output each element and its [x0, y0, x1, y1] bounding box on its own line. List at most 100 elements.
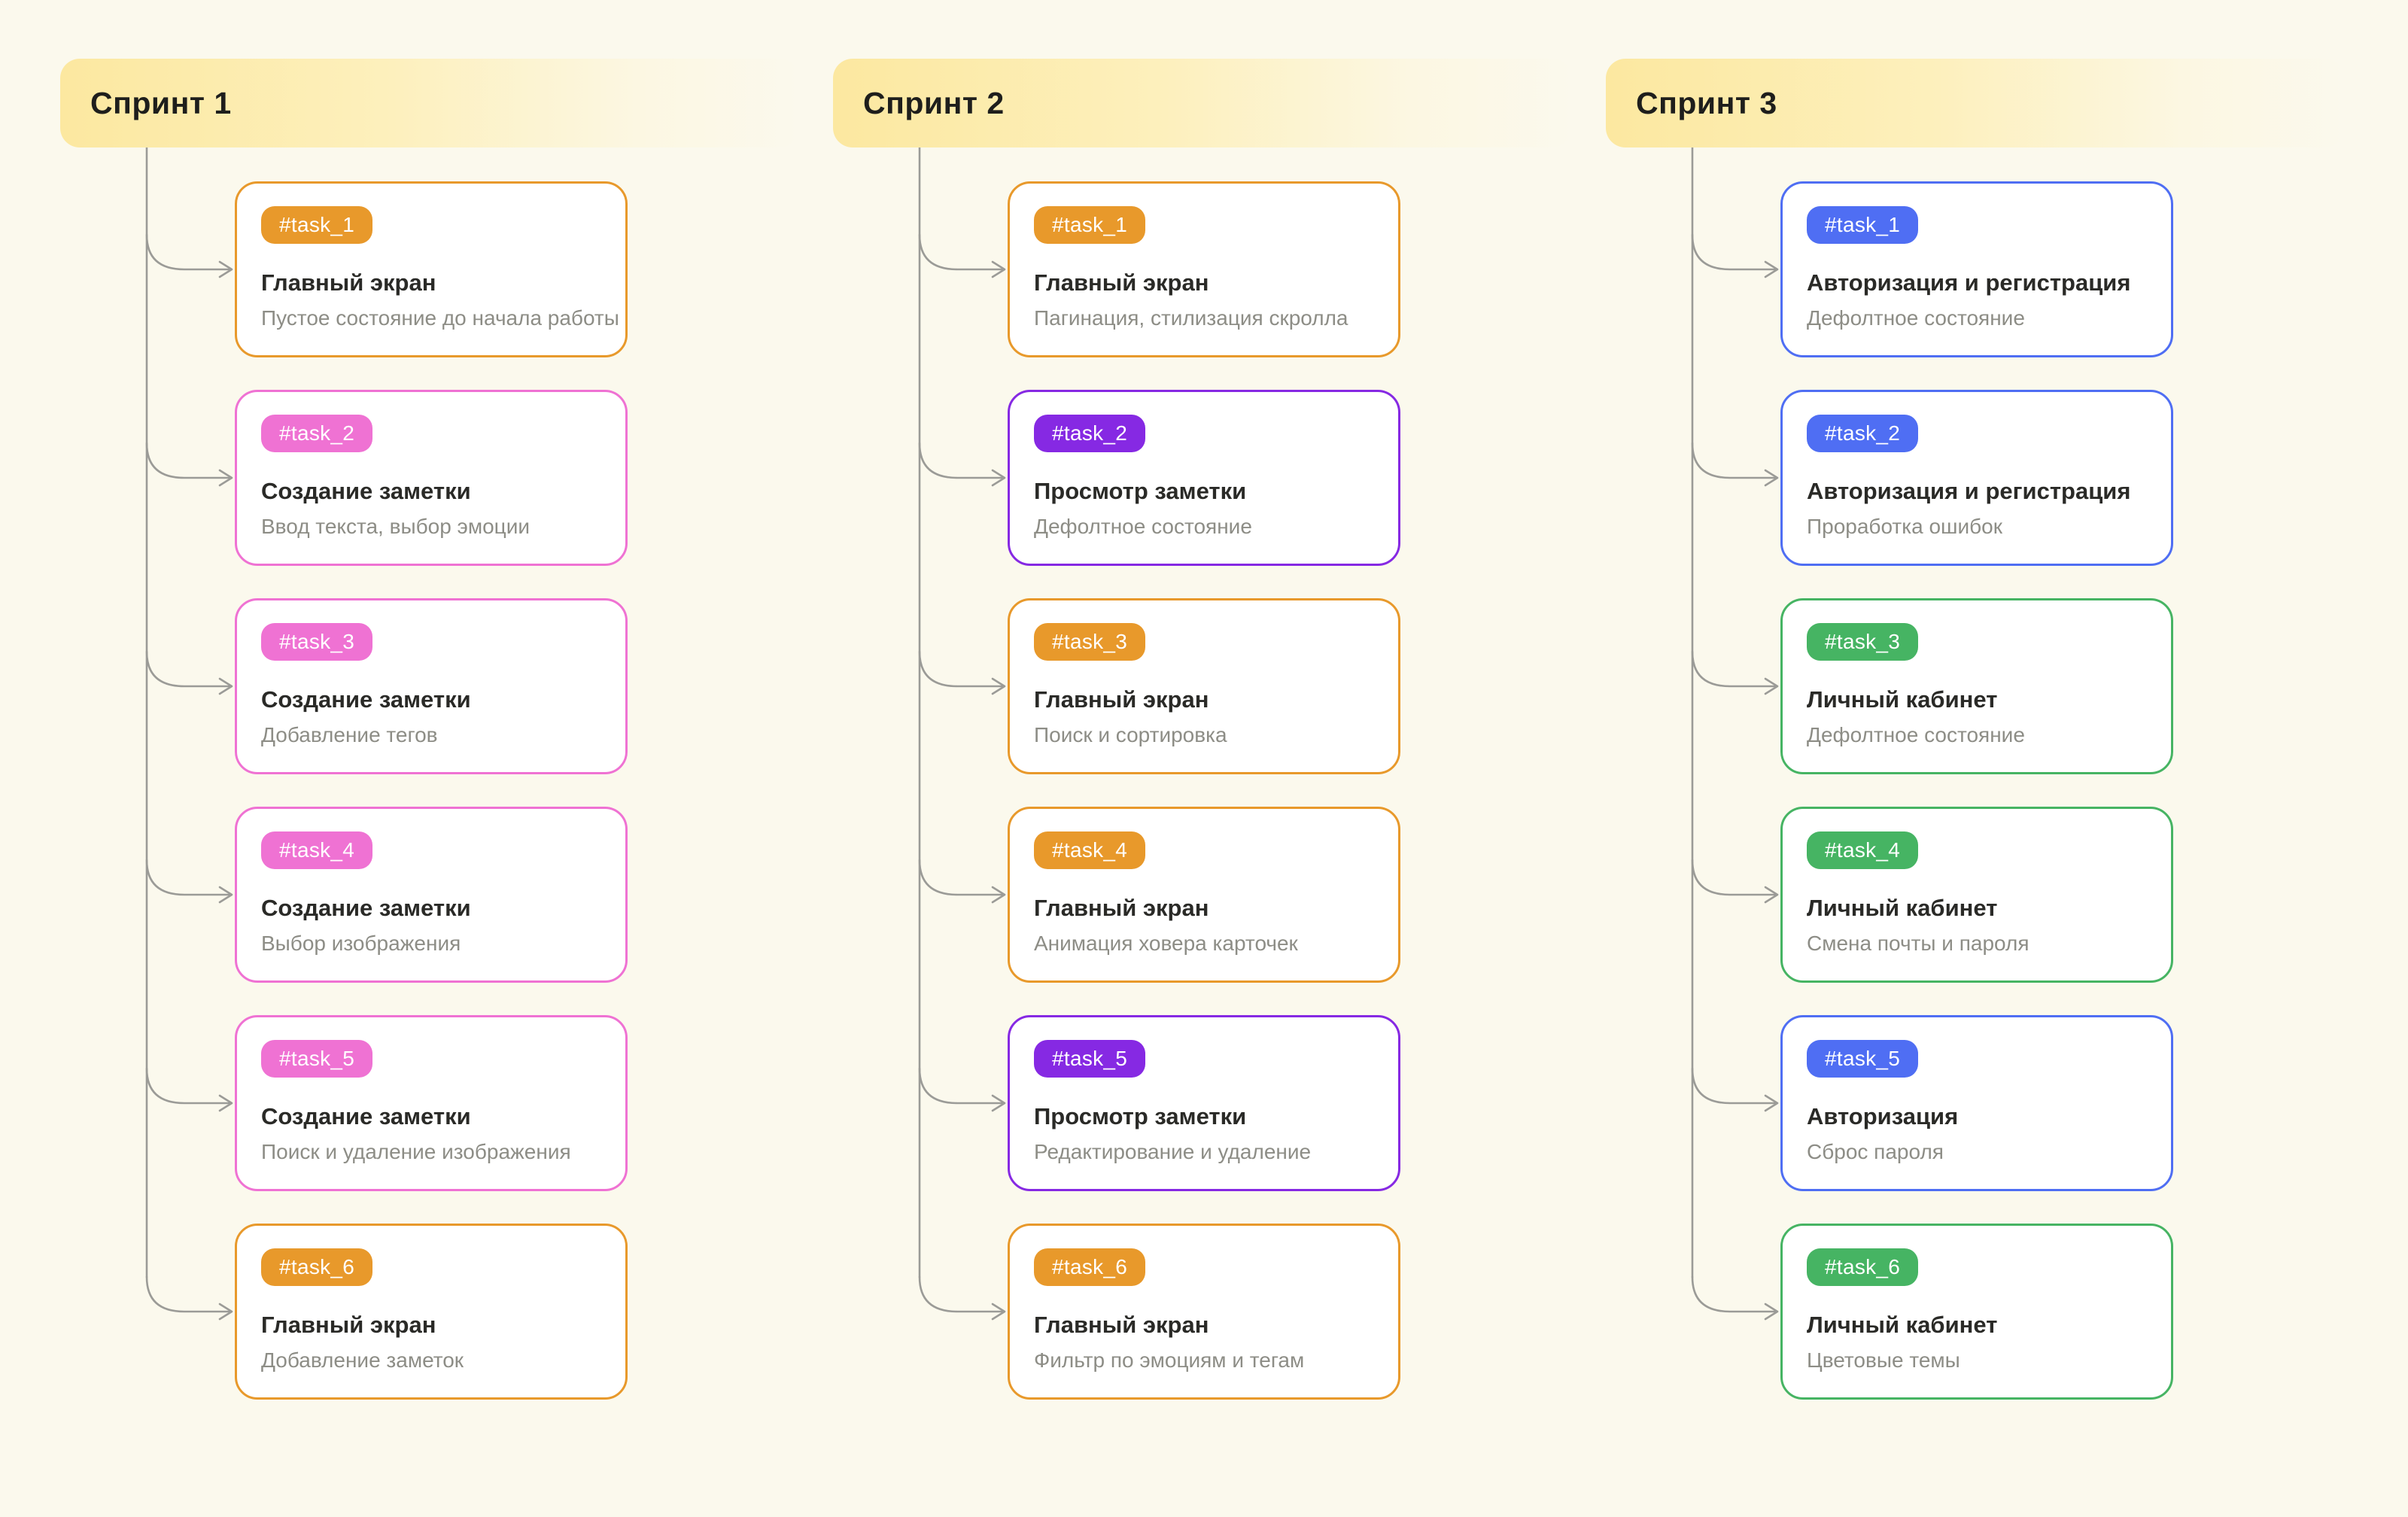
- connector-path: [218, 886, 233, 904]
- task-card[interactable]: #task_3 Главный экран Поиск и сортировка: [1008, 598, 1400, 774]
- task-card[interactable]: #task_6 Главный экран Фильтр по эмоциям …: [1008, 1224, 1400, 1400]
- task-card-title: Главный экран: [1034, 895, 1209, 922]
- connector-path: [145, 650, 232, 688]
- task-tag-badge: #task_6: [1034, 1248, 1146, 1287]
- task-card-title: Личный кабинет: [1807, 1312, 1998, 1339]
- task-card-title: Личный кабинет: [1807, 686, 1998, 713]
- sprint-title: Спринт 3: [1636, 85, 1777, 120]
- connector-path: [1691, 650, 1777, 688]
- connector-path: [1764, 886, 1779, 904]
- connector-path: [145, 1067, 232, 1105]
- connector-path: [918, 859, 1005, 896]
- sprint-title: Спринт 1: [90, 85, 232, 120]
- task-card-subtitle: Проработка ошибок: [1807, 515, 2002, 539]
- task-tag-badge: #task_4: [261, 831, 373, 870]
- task-card[interactable]: #task_5 Авторизация Сброс пароля: [1780, 1015, 2173, 1191]
- task-card-subtitle: Дефолтное состояние: [1034, 515, 1252, 539]
- task-card-subtitle: Анимация ховера карточек: [1034, 932, 1298, 956]
- task-card[interactable]: #task_2 Создание заметки Ввод текста, вы…: [235, 390, 628, 566]
- task-card-title: Авторизация и регистрация: [1807, 269, 2131, 296]
- task-tag-badge: #task_1: [1807, 206, 1919, 245]
- task-card-subtitle: Дефолтное состояние: [1807, 306, 2025, 330]
- task-tag-badge: #task_2: [1034, 415, 1146, 453]
- sprint-header[interactable]: Спринт 2: [833, 59, 1572, 147]
- sprint-header[interactable]: Спринт 3: [1606, 59, 2345, 147]
- task-tag-badge: #task_3: [261, 623, 373, 661]
- connector-path: [1764, 677, 1779, 695]
- task-tag-badge: #task_4: [1807, 831, 1919, 870]
- task-card[interactable]: #task_4 Создание заметки Выбор изображен…: [235, 807, 628, 983]
- connector-path: [1764, 260, 1779, 278]
- connector-path: [991, 1094, 1006, 1112]
- task-card-title: Авторизация: [1807, 1103, 1959, 1130]
- task-card-subtitle: Ввод текста, выбор эмоции: [261, 515, 530, 539]
- task-card-subtitle: Добавление тегов: [261, 723, 438, 747]
- task-card[interactable]: #task_2 Просмотр заметки Дефолтное состо…: [1008, 390, 1400, 566]
- sprint-header[interactable]: Спринт 1: [60, 59, 799, 147]
- connector-path: [991, 1303, 1006, 1321]
- task-card[interactable]: #task_4 Личный кабинет Смена почты и пар…: [1780, 807, 2173, 983]
- connector-path: [218, 677, 233, 695]
- task-card-title: Главный экран: [261, 1312, 436, 1339]
- task-card-subtitle: Выбор изображения: [261, 932, 461, 956]
- task-card-title: Авторизация и регистрация: [1807, 478, 2131, 505]
- task-card[interactable]: #task_4 Главный экран Анимация ховера ка…: [1008, 807, 1400, 983]
- task-card[interactable]: #task_6 Главный экран Добавление заметок: [235, 1224, 628, 1400]
- task-tag-badge: #task_5: [1807, 1040, 1919, 1078]
- connector-path: [1691, 233, 1777, 271]
- task-card[interactable]: #task_2 Авторизация и регистрация Прораб…: [1780, 390, 2173, 566]
- connector-path: [218, 260, 233, 278]
- connector-path: [145, 1275, 232, 1313]
- task-tag-badge: #task_5: [261, 1040, 373, 1078]
- connector-path: [145, 859, 232, 896]
- task-card-subtitle: Добавление заметок: [261, 1348, 464, 1373]
- task-tag-badge: #task_6: [261, 1248, 373, 1287]
- connector-path: [1691, 859, 1777, 896]
- task-card-title: Просмотр заметки: [1034, 478, 1247, 505]
- connector-path: [918, 650, 1005, 688]
- connector-path: [1691, 1275, 1777, 1313]
- connector-path: [1691, 442, 1777, 479]
- task-card-subtitle: Фильтр по эмоциям и тегам: [1034, 1348, 1305, 1373]
- task-card-subtitle: Цветовые темы: [1807, 1348, 1960, 1373]
- task-card[interactable]: #task_1 Главный экран Пустое состояние д…: [235, 181, 628, 357]
- task-tag-badge: #task_1: [1034, 206, 1146, 245]
- connector-path: [218, 1094, 233, 1112]
- task-tag-badge: #task_3: [1807, 623, 1919, 661]
- connector-path: [145, 233, 232, 271]
- sprint-title: Спринт 2: [863, 85, 1005, 120]
- task-tag-badge: #task_4: [1034, 831, 1146, 870]
- connector-path: [991, 260, 1006, 278]
- task-card-subtitle: Пагинация, стилизация скролла: [1034, 306, 1348, 330]
- task-card[interactable]: #task_6 Личный кабинет Цветовые темы: [1780, 1224, 2173, 1400]
- connector-path: [1691, 1067, 1777, 1105]
- task-tag-badge: #task_3: [1034, 623, 1146, 661]
- connector-path: [145, 442, 232, 479]
- task-card-title: Создание заметки: [261, 1103, 471, 1130]
- task-card[interactable]: #task_3 Создание заметки Добавление тего…: [235, 598, 628, 774]
- task-tag-badge: #task_2: [261, 415, 373, 453]
- task-card-title: Создание заметки: [261, 895, 471, 922]
- task-card-title: Главный экран: [1034, 269, 1209, 296]
- connector-path: [991, 469, 1006, 487]
- task-card-subtitle: Редактирование и удаление: [1034, 1140, 1312, 1164]
- connector-path: [918, 233, 1005, 271]
- task-card[interactable]: #task_1 Главный экран Пагинация, стилиза…: [1008, 181, 1400, 357]
- task-card[interactable]: #task_1 Авторизация и регистрация Дефолт…: [1780, 181, 2173, 357]
- connector-path: [918, 442, 1005, 479]
- task-card-title: Главный экран: [261, 269, 436, 296]
- connector-path: [1764, 1303, 1779, 1321]
- task-card-title: Создание заметки: [261, 478, 471, 505]
- task-card[interactable]: #task_5 Просмотр заметки Редактирование …: [1008, 1015, 1400, 1191]
- task-card-title: Главный экран: [1034, 1312, 1209, 1339]
- task-tag-badge: #task_1: [261, 206, 373, 245]
- task-tag-badge: #task_2: [1807, 415, 1919, 453]
- task-tag-badge: #task_6: [1807, 1248, 1919, 1287]
- task-card[interactable]: #task_5 Создание заметки Поиск и удалени…: [235, 1015, 628, 1191]
- connector-path: [218, 1303, 233, 1321]
- task-card-subtitle: Дефолтное состояние: [1807, 723, 2025, 747]
- task-card[interactable]: #task_3 Личный кабинет Дефолтное состоян…: [1780, 598, 2173, 774]
- task-tag-badge: #task_5: [1034, 1040, 1146, 1078]
- connector-path: [1764, 469, 1779, 487]
